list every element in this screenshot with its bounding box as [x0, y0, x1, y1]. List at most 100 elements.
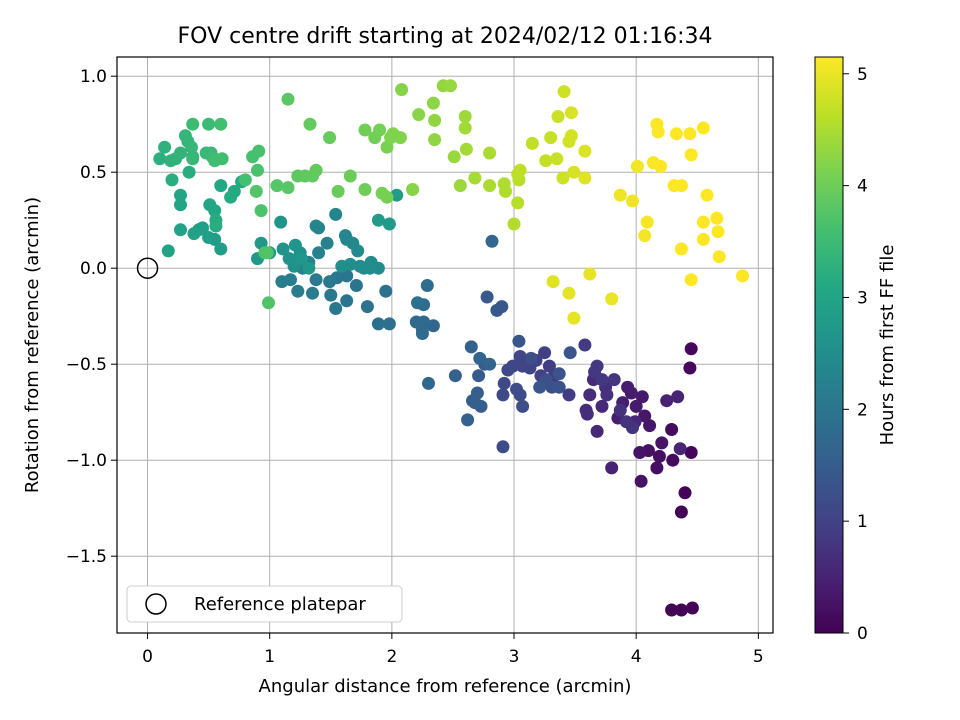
data-point	[483, 146, 497, 160]
colorbar-tick-label: 3	[857, 288, 868, 308]
data-point	[335, 259, 349, 273]
y-tick-label: −0.5	[66, 355, 107, 375]
data-point	[533, 380, 547, 394]
y-tick-label: −1.5	[66, 547, 107, 567]
data-point	[323, 131, 337, 145]
data-point	[312, 246, 326, 260]
data-point	[544, 131, 558, 145]
data-point	[174, 198, 187, 212]
data-point	[295, 252, 308, 266]
data-point	[524, 351, 538, 365]
data-point	[309, 219, 323, 233]
data-point	[161, 244, 175, 258]
data-point	[496, 388, 510, 402]
data-point	[371, 317, 385, 331]
data-point	[638, 229, 652, 243]
x-tick-label: 4	[631, 647, 642, 667]
data-point	[640, 215, 654, 229]
data-point	[683, 127, 697, 141]
legend-box	[126, 585, 403, 623]
data-point	[343, 169, 357, 183]
data-point	[564, 129, 578, 143]
data-point	[260, 246, 274, 260]
data-point	[654, 159, 668, 173]
colorbar-label: Hours from first FF file	[877, 245, 898, 446]
colorbar-tick-label: 4	[857, 177, 868, 197]
data-point	[215, 152, 229, 166]
reference-point-marker	[136, 257, 159, 279]
data-point	[674, 603, 688, 617]
data-point	[613, 403, 627, 417]
data-point	[360, 300, 374, 314]
data-point	[411, 296, 424, 310]
data-point	[238, 173, 252, 187]
data-point	[174, 188, 187, 202]
data-point	[590, 359, 604, 373]
data-point	[395, 83, 409, 97]
data-point	[458, 121, 472, 135]
data-point	[539, 154, 553, 168]
data-point	[412, 108, 426, 122]
data-point	[351, 244, 365, 258]
data-point	[281, 92, 295, 106]
plot-frame	[116, 56, 774, 634]
data-point	[281, 181, 295, 195]
data-point	[415, 327, 429, 340]
data-point	[422, 376, 435, 390]
data-point	[511, 196, 525, 210]
data-point	[590, 424, 604, 438]
data-point	[525, 136, 539, 150]
data-point	[580, 407, 594, 421]
data-point	[174, 146, 187, 160]
x-tick-label: 3	[509, 647, 520, 667]
data-point	[556, 171, 570, 185]
data-point	[665, 603, 679, 617]
data-point	[448, 369, 462, 383]
data-point	[583, 388, 597, 402]
data-point	[426, 319, 440, 333]
data-point	[382, 317, 396, 331]
data-point	[202, 117, 216, 131]
data-point	[542, 359, 556, 373]
data-point	[382, 217, 396, 231]
data-point	[567, 165, 581, 179]
y-tick-label: 0.5	[80, 163, 107, 183]
data-point	[670, 127, 683, 141]
data-point	[153, 152, 167, 166]
data-point	[562, 286, 576, 300]
data-point	[696, 121, 710, 135]
data-point	[673, 442, 687, 456]
data-point	[373, 123, 387, 137]
data-point	[165, 173, 179, 187]
y-axis-ticks: 1.0 0.5 0.0 −0.5 −1.0 −1.5	[66, 67, 117, 567]
data-point	[483, 179, 497, 193]
data-point	[607, 373, 621, 387]
data-point	[214, 242, 228, 256]
data-point	[459, 142, 473, 156]
data-point	[564, 106, 578, 120]
data-point	[363, 261, 377, 275]
data-point	[291, 284, 305, 298]
data-point	[483, 357, 497, 371]
x-tick-label: 1	[264, 647, 275, 667]
data-point	[655, 436, 669, 450]
y-tick-label: 1.0	[80, 67, 107, 87]
data-point	[331, 184, 345, 198]
data-point	[214, 179, 228, 193]
data-point	[466, 394, 479, 408]
data-point	[513, 163, 527, 177]
data-point	[563, 346, 577, 360]
data-point	[684, 148, 698, 162]
data-point	[409, 315, 423, 329]
data-point	[393, 131, 407, 145]
data-point	[275, 275, 289, 289]
data-point	[633, 446, 647, 459]
data-point	[406, 183, 420, 196]
data-point	[379, 284, 393, 298]
data-point	[711, 225, 725, 239]
data-point	[712, 250, 726, 264]
data-point	[340, 294, 354, 308]
data-point	[178, 129, 192, 143]
data-point	[710, 211, 724, 225]
